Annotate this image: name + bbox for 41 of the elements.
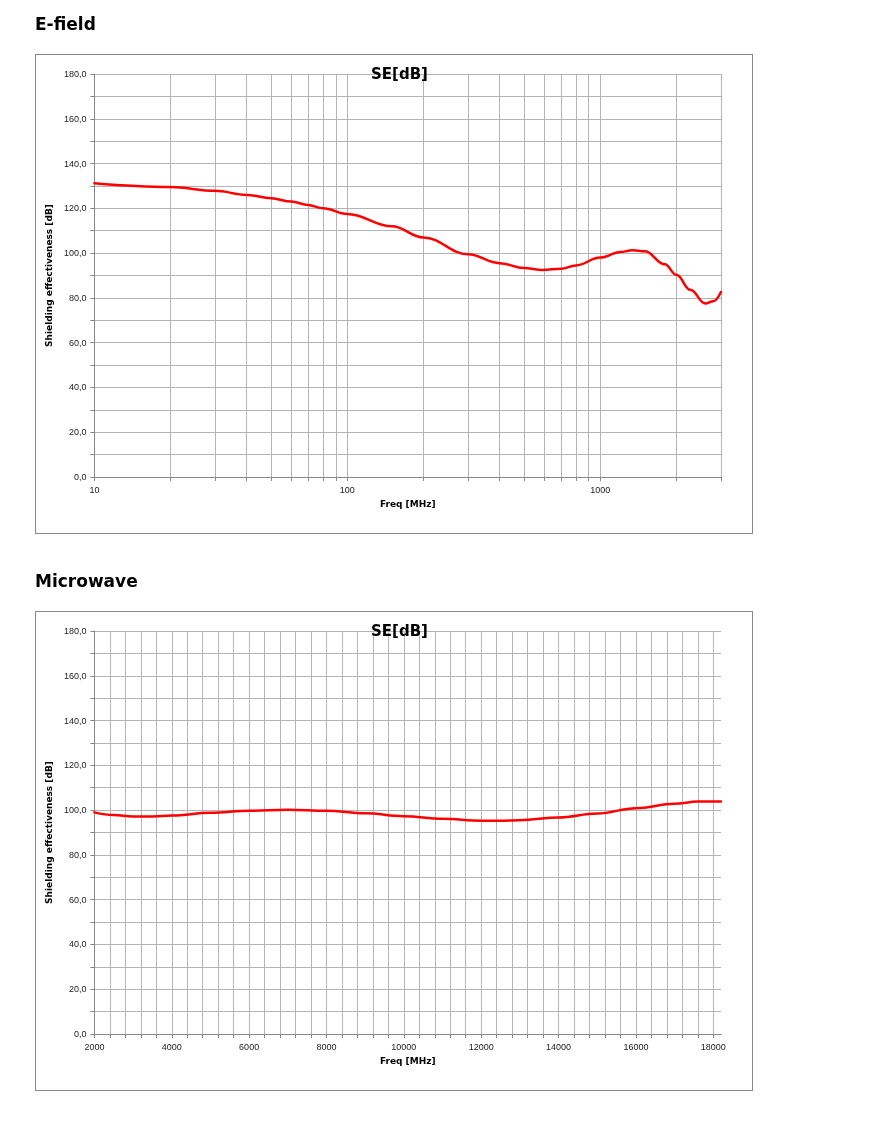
y-tick-label: 20,0 <box>68 984 87 995</box>
y-tick-label: 160,0 <box>63 670 87 681</box>
chart-title: Microwave <box>35 571 139 593</box>
y-tick-label: 0,0 <box>73 472 87 482</box>
y-tick-label: 120,0 <box>63 760 87 771</box>
y-tick-label: 100,0 <box>63 248 87 259</box>
y-tick-label: 160,0 <box>63 113 87 124</box>
y-tick-label: 0,0 <box>73 1029 87 1039</box>
x-axis-title: Freq [MHz] <box>379 1055 436 1066</box>
x-tick-label: 1000 <box>590 484 611 495</box>
y-tick-label: 140,0 <box>63 158 87 169</box>
y-tick-label: 40,0 <box>68 382 87 393</box>
chart-title: E-field <box>35 14 97 36</box>
x-tick-label: 2000 <box>84 1041 105 1052</box>
x-tick-label: 12000 <box>468 1041 494 1052</box>
x-tick-label: 10 <box>89 484 100 495</box>
y-tick-label: 180,0 <box>63 69 87 79</box>
x-tick-label: 16000 <box>623 1041 649 1052</box>
line-series <box>93 800 723 822</box>
y-tick-label: 60,0 <box>68 894 87 905</box>
y-tick-label: 40,0 <box>68 939 87 950</box>
x-tick-label: 18000 <box>700 1041 726 1052</box>
y-tick-label: 120,0 <box>63 203 87 214</box>
y-tick-label: 60,0 <box>68 337 87 348</box>
y-axis-title: Shielding effectiveness [dB] <box>43 204 54 347</box>
x-tick-label: 14000 <box>546 1041 572 1052</box>
x-tick-label: 4000 <box>161 1041 182 1052</box>
x-tick-label: 8000 <box>316 1041 337 1052</box>
y-tick-label: 140,0 <box>63 715 87 726</box>
y-tick-label: 180,0 <box>63 626 87 636</box>
y-tick-label: 100,0 <box>63 805 87 816</box>
y-tick-label: 80,0 <box>68 292 87 303</box>
chart-subtitle: SE[dB] <box>371 64 428 83</box>
x-tick-label: 100 <box>339 484 355 495</box>
x-tick-label: 6000 <box>239 1041 260 1052</box>
x-tick-label: 10000 <box>391 1041 417 1052</box>
y-tick-label: 80,0 <box>68 849 87 860</box>
x-axis-title: Freq [MHz] <box>379 498 436 509</box>
chart-subtitle: SE[dB] <box>371 621 428 640</box>
y-axis-title: Shielding effectiveness [dB] <box>43 761 54 904</box>
y-tick-label: 20,0 <box>68 427 87 438</box>
